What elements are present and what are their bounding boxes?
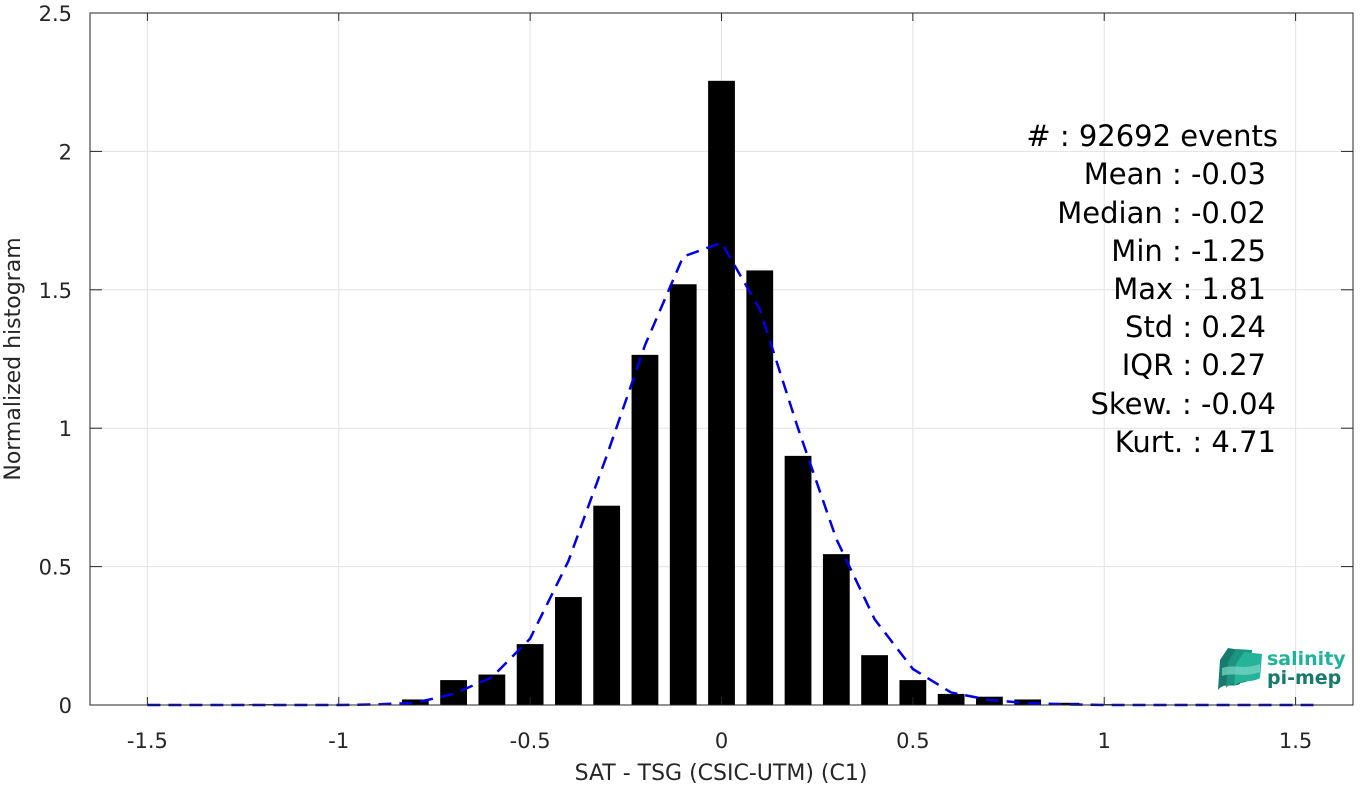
x-tick-label: -1.5 xyxy=(127,729,168,753)
y-tick-label: 1.5 xyxy=(39,279,72,303)
stat-events: # : 92692 events xyxy=(1026,119,1278,153)
histogram-bar xyxy=(593,505,621,705)
stats-box: # : 92692 events Mean : -0.03 Median : -… xyxy=(1026,119,1278,459)
salinity-pi-mep-logo: salinity pi-mep xyxy=(1218,648,1346,690)
fit-curve xyxy=(147,241,1315,707)
stat-min: Min : -1.25 xyxy=(1111,234,1266,268)
axis-ticks xyxy=(90,12,1353,706)
histogram-bar xyxy=(401,699,429,705)
logo-line-2: pi-mep xyxy=(1267,667,1341,689)
histogram-bar xyxy=(937,693,965,705)
x-tick-label: -1 xyxy=(328,729,349,753)
histogram-bar xyxy=(669,284,697,705)
histogram-bar xyxy=(784,455,812,705)
stat-iqr: IQR : 0.27 xyxy=(1122,348,1266,382)
x-tick-labels: -1.5 -1 -0.5 0 0.5 1 1.5 xyxy=(127,729,1312,753)
histogram-bar xyxy=(1052,702,1080,705)
x-axis-label: SAT - TSG (CSIC-UTM) (C1) xyxy=(575,761,868,785)
histogram-bar xyxy=(631,354,659,705)
histogram-bar xyxy=(861,655,888,705)
y-tick-label: 0 xyxy=(59,694,72,718)
x-tick-label: 0.5 xyxy=(896,729,929,753)
histogram-bar xyxy=(746,270,774,705)
stat-max: Max : 1.81 xyxy=(1113,272,1266,306)
y-axis-label: Normalized histogram xyxy=(1,237,26,480)
y-tick-label: 2.5 xyxy=(39,2,72,26)
y-tick-label: 2 xyxy=(59,140,72,164)
histogram-bar xyxy=(708,80,735,706)
x-tick-label: 0 xyxy=(715,729,728,753)
histogram-bar xyxy=(478,674,506,705)
stat-median: Median : -0.02 xyxy=(1057,196,1266,230)
histogram-bar xyxy=(440,680,467,705)
wave-logo-icon xyxy=(1218,648,1262,690)
histogram-bar xyxy=(555,597,582,705)
x-tick-label: 1.5 xyxy=(1279,729,1312,753)
stat-kurt: Kurt. : 4.71 xyxy=(1115,425,1276,459)
y-tick-label: 0.5 xyxy=(39,556,72,580)
logo-line-1: salinity xyxy=(1267,648,1346,670)
stat-skew: Skew. : -0.04 xyxy=(1090,387,1276,421)
stat-mean: Mean : -0.03 xyxy=(1084,157,1266,191)
y-tick-labels: 0 0.5 1 1.5 2 2.5 xyxy=(39,2,72,718)
x-tick-label: 1 xyxy=(1098,729,1111,753)
y-tick-label: 1 xyxy=(59,417,72,441)
histogram-bars xyxy=(248,80,1118,706)
x-tick-label: -0.5 xyxy=(510,729,551,753)
stat-std: Std : 0.24 xyxy=(1125,310,1266,344)
histogram-bar xyxy=(822,554,850,705)
histogram-bar xyxy=(516,644,544,705)
